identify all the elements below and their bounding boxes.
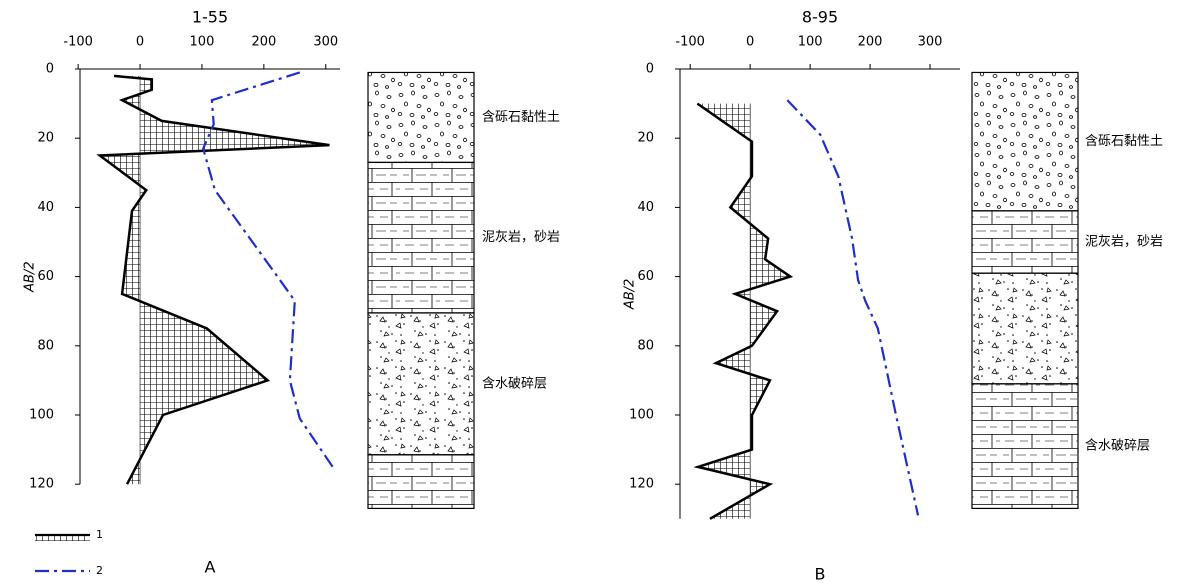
figure: 1-55-1000100200300020406080100120AB/2A含砾… bbox=[0, 0, 1181, 583]
x-tick-label: 300 bbox=[918, 35, 943, 50]
x-tick-label: 300 bbox=[313, 35, 338, 50]
hatch-area bbox=[100, 76, 330, 484]
y-tick-label: 120 bbox=[629, 477, 654, 492]
y-tick-label: 20 bbox=[637, 131, 654, 146]
lithology-label: 泥灰岩，砂岩 bbox=[1085, 235, 1163, 250]
lithology-label: 含水破碎层 bbox=[482, 375, 547, 391]
lithology-layer bbox=[972, 384, 1078, 509]
chart-title: 1-55 bbox=[192, 8, 228, 27]
x-tick-label: 0 bbox=[136, 35, 144, 50]
legend-label: 1 bbox=[96, 528, 103, 541]
lithology-layer bbox=[972, 273, 1078, 384]
y-tick-label: 60 bbox=[37, 269, 54, 284]
lithology-layer bbox=[368, 313, 474, 455]
y-tick-label: 100 bbox=[29, 408, 54, 423]
lithology-label: 泥灰岩，砂岩 bbox=[482, 230, 560, 245]
y-tick-label: 40 bbox=[637, 200, 654, 215]
y-tick-label: 40 bbox=[37, 200, 54, 215]
y-axis-label: AB/2 bbox=[23, 261, 38, 292]
chart-title: 8-95 bbox=[802, 8, 838, 27]
y-tick-label: 120 bbox=[29, 477, 54, 492]
x-tick-label: 100 bbox=[190, 35, 215, 50]
y-tick-label: 0 bbox=[646, 62, 654, 77]
y-tick-label: 0 bbox=[46, 62, 54, 77]
lithology-label: 含水破碎层 bbox=[1085, 438, 1150, 454]
x-tick-label: -100 bbox=[63, 35, 93, 50]
lithology-layer bbox=[368, 72, 474, 162]
series-line bbox=[787, 100, 918, 515]
y-axis-label: AB/2 bbox=[623, 279, 638, 310]
y-tick-label: 20 bbox=[37, 131, 54, 146]
legend-label: 2 bbox=[96, 564, 103, 577]
panel-label: B bbox=[815, 565, 826, 583]
y-tick-label: 60 bbox=[637, 269, 654, 284]
y-tick-label: 80 bbox=[37, 338, 54, 353]
y-tick-label: 100 bbox=[629, 408, 654, 423]
lithology-label: 含砾石黏性土 bbox=[1085, 133, 1163, 149]
lithology-layer bbox=[972, 211, 1078, 273]
x-tick-label: 0 bbox=[746, 35, 754, 50]
x-tick-label: 200 bbox=[251, 35, 276, 50]
lithology-layer bbox=[972, 72, 1078, 210]
x-tick-label: 200 bbox=[858, 35, 883, 50]
y-tick-label: 80 bbox=[637, 338, 654, 353]
lithology-layer bbox=[368, 455, 474, 509]
panel-label: A bbox=[205, 558, 216, 577]
x-tick-label: -100 bbox=[675, 35, 705, 50]
x-tick-label: 100 bbox=[798, 35, 823, 50]
lithology-label: 含砾石黏性土 bbox=[482, 109, 560, 125]
lithology-layer bbox=[368, 162, 474, 313]
